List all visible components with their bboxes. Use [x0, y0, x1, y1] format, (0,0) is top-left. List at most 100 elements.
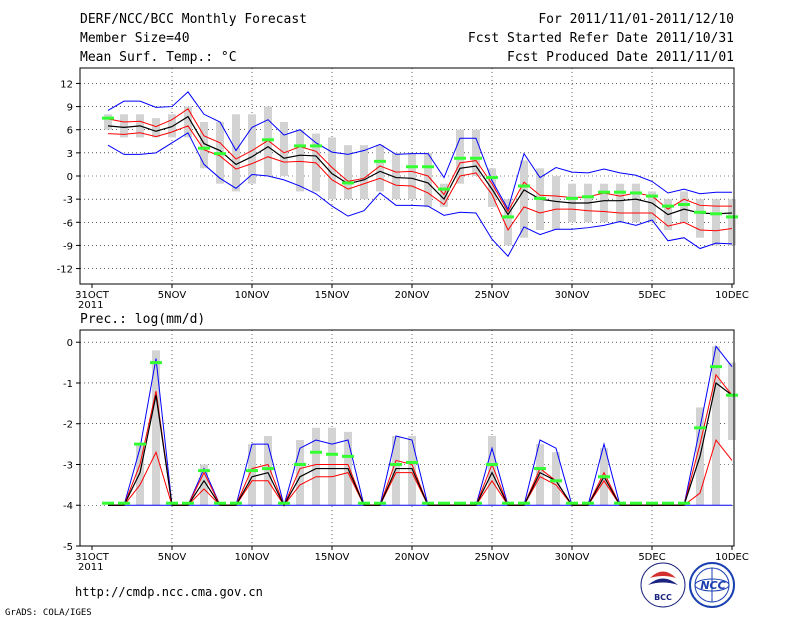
prec-median-mark: [454, 501, 466, 505]
temp-median-mark: [502, 215, 514, 219]
temp-median-mark: [374, 159, 386, 163]
prec-median-mark: [678, 501, 690, 505]
temp-median-mark: [694, 210, 706, 214]
temp-spread-box: [728, 199, 736, 246]
prec-median-mark: [422, 501, 434, 505]
temp-median-mark: [198, 146, 210, 150]
prec-median-mark: [486, 462, 498, 466]
temp-median-mark: [454, 156, 466, 160]
temp-spread-box: [680, 191, 688, 223]
start-date-label: Fcst Started Refer Date 2011/10/31: [468, 31, 734, 46]
prec-median-mark: [646, 501, 658, 505]
prec-xtick-label: 15NOV: [315, 552, 350, 563]
temp-spread-box: [632, 183, 640, 223]
prec-ytick-label: -1: [63, 379, 73, 390]
prec-spread-box: [728, 362, 736, 441]
bcc-logo-text: BCC: [654, 593, 672, 602]
prec-xtick-label: 10DEC: [715, 552, 749, 563]
temp-line-mean: [107, 115, 733, 216]
prec-median-mark: [102, 501, 114, 505]
prec-median-mark: [230, 501, 242, 505]
prec-median-mark: [214, 501, 226, 505]
prec-ytick-label: -2: [63, 420, 73, 431]
member-size-label: Member Size=40: [80, 31, 190, 46]
prec-median-mark: [390, 462, 402, 466]
ncc-logo-text: NCC: [700, 579, 725, 592]
temp-spread-box: [120, 114, 128, 138]
prec-median-mark: [598, 475, 610, 479]
prec-median-mark: [358, 501, 370, 505]
source-url: http://cmdp.ncc.cma.gov.cn: [75, 585, 263, 599]
temp-ytick-label: -12: [57, 265, 73, 276]
prec-median-mark: [374, 501, 386, 505]
prec-spread-box: [296, 440, 304, 506]
prec-median-mark: [198, 469, 210, 473]
prec-median-mark: [726, 393, 738, 397]
temp-spread-box: [104, 114, 112, 130]
temp-median-mark: [422, 165, 434, 169]
prec-median-mark: [342, 454, 354, 458]
prec-median-mark: [438, 501, 450, 505]
temp-line-upper: [107, 108, 732, 213]
prec-median-mark: [262, 467, 274, 471]
prec-median-mark: [118, 501, 130, 505]
temp-spread-box: [376, 145, 384, 192]
temp-spread-box: [504, 199, 512, 246]
temp-spread-box: [184, 106, 192, 138]
prec-median-mark: [406, 460, 418, 464]
prec-xtick-year: 2011: [78, 562, 103, 573]
temp-median-mark: [710, 212, 722, 216]
prec-ytick-label: -4: [63, 501, 73, 512]
temp-xtick-label: 25NOV: [475, 290, 510, 301]
temp-median-mark: [726, 215, 738, 219]
grads-credit: GrADS: COLA/IGES: [5, 608, 92, 618]
prec-ytick-label: -3: [63, 460, 73, 471]
temp-spread-box: [520, 160, 528, 238]
temp-spread-box: [280, 122, 288, 176]
prec-xtick-label: 5NOV: [158, 552, 187, 563]
prec-spread-box: [200, 464, 208, 506]
prec-spread-box: [712, 346, 720, 506]
prec-median-mark: [294, 462, 306, 466]
temp-xtick-label: 10DEC: [715, 290, 749, 301]
temp-spread-box: [456, 129, 464, 184]
temp-ytick-label: 3: [67, 149, 73, 160]
temp-median-mark: [102, 116, 114, 120]
temp-line-lower: [107, 125, 733, 232]
temp-spread-box: [344, 145, 352, 200]
temp-ytick-label: 6: [67, 126, 73, 137]
prec-median-mark: [710, 365, 722, 369]
temp-spread-box: [264, 106, 272, 176]
prec-spread-box: [536, 444, 544, 506]
temp-ytick-label: 12: [60, 79, 73, 90]
temp-line-min: [107, 132, 733, 258]
ncc-logo: NCC: [689, 562, 735, 608]
temp-spread-box: [616, 183, 624, 223]
temp-median-mark: [262, 138, 274, 142]
prec-ytick-label: 0: [67, 338, 73, 349]
prec-median-mark: [134, 442, 146, 446]
produced-date-label: Fcst Produced Date 2011/11/01: [507, 50, 734, 65]
temp-spread-box: [440, 183, 448, 207]
prec-ytick-label: -5: [63, 542, 73, 553]
prec-median-mark: [694, 426, 706, 430]
forecast-period-label: For 2011/11/01-2011/12/10: [538, 12, 734, 27]
prec-median-mark: [662, 501, 674, 505]
prec-line-mean: [108, 381, 733, 507]
temp-xtick-label: 31OCT: [75, 290, 110, 301]
prec-median-mark: [470, 501, 482, 505]
temp-median-mark: [662, 204, 674, 208]
prec-xtick-label: 10NOV: [235, 552, 270, 563]
prec-spread-box: [248, 444, 256, 506]
temp-spread-box: [488, 168, 496, 207]
prec-spread-box: [408, 435, 416, 506]
temp-median-mark: [294, 144, 306, 148]
prec-median-mark: [166, 501, 178, 505]
temp-xtick-label: 15NOV: [315, 290, 350, 301]
temp-median-mark: [406, 165, 418, 169]
prec-median-mark: [278, 501, 290, 505]
temp-median-mark: [342, 181, 354, 185]
temp-spread-box: [600, 183, 608, 223]
